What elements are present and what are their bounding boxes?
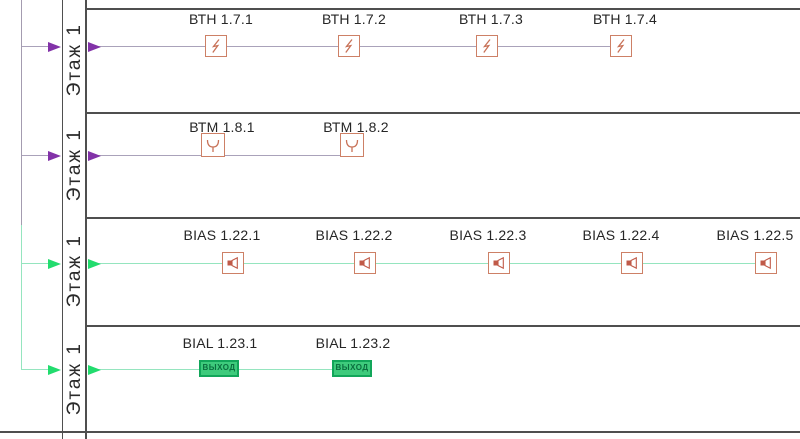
device-icon-vtn-172 xyxy=(338,35,360,57)
device-label-vtn-172: ВТН 1.7.2 xyxy=(322,11,386,27)
row-arrow-1 xyxy=(88,41,101,52)
speaker-icon xyxy=(359,256,370,270)
device-label-bias-1222: BIAS 1.22.2 xyxy=(315,227,393,243)
row-arrow-2 xyxy=(88,150,101,161)
device-icon-bias-1224 xyxy=(621,252,643,274)
branch-line-4 xyxy=(22,369,49,370)
device-icon-bias-1221 xyxy=(222,252,244,274)
exit-sign-text: ВЫХОД xyxy=(335,363,369,372)
speaker-icon xyxy=(227,256,238,270)
floor-label-3: Этаж 1 xyxy=(61,217,88,325)
device-icon-vtm-181 xyxy=(201,133,225,157)
floor-label-text: Этаж 1 xyxy=(63,127,85,202)
row-boundary-line xyxy=(87,217,800,219)
lightning-icon xyxy=(482,39,491,53)
branch-arrow-2 xyxy=(48,150,61,161)
row-line-1 xyxy=(96,46,632,47)
lightning-icon xyxy=(616,39,625,53)
device-icon-vtn-174 xyxy=(610,35,632,57)
row-line-2 xyxy=(96,155,364,156)
lightning-icon xyxy=(211,39,220,53)
exit-sign-bial-1232: ВЫХОД xyxy=(332,360,372,377)
y-sensor-icon xyxy=(206,139,220,152)
branch-arrow-1 xyxy=(48,41,61,52)
row-boundary-line xyxy=(87,8,800,10)
branch-line-1 xyxy=(22,46,49,47)
branch-line-2 xyxy=(22,155,49,156)
speaker-icon xyxy=(493,256,504,270)
floor-label-text: Этаж 1 xyxy=(63,341,85,416)
device-label-vtm-181: ВТМ 1.8.1 xyxy=(189,119,255,135)
device-icon-vtn-171 xyxy=(205,35,227,57)
speaker-icon xyxy=(760,256,771,270)
row-boundary-line xyxy=(0,431,800,433)
floor-label-2: Этаж 1 xyxy=(61,112,88,217)
device-label-bial-1232: BIAL 1.23.2 xyxy=(315,335,391,351)
device-label-vtn-173: ВТН 1.7.3 xyxy=(459,11,523,27)
y-sensor-icon xyxy=(345,139,359,152)
floor-column-right-border xyxy=(85,0,87,439)
floor-label-text: Этаж 1 xyxy=(63,23,85,97)
device-label-vtm-182: ВТМ 1.8.2 xyxy=(323,119,389,135)
row-boundary-line xyxy=(87,112,800,114)
speaker-icon xyxy=(626,256,637,270)
row-boundary-line xyxy=(87,325,800,327)
exit-sign-bial-1231: ВЫХОД xyxy=(199,360,239,377)
trunk-line-lower xyxy=(21,225,22,370)
device-label-vtn-174: ВТН 1.7.4 xyxy=(593,11,657,27)
row-line-3 xyxy=(96,263,777,264)
lightning-icon xyxy=(344,39,353,53)
device-icon-bias-1223 xyxy=(488,252,510,274)
device-icon-bias-1222 xyxy=(354,252,376,274)
device-label-bias-1225: BIAS 1.22.5 xyxy=(716,227,794,243)
device-label-vtn-171: ВТН 1.7.1 xyxy=(189,11,253,27)
floor-label-text: Этаж 1 xyxy=(63,234,85,308)
device-label-bias-1223: BIAS 1.22.3 xyxy=(449,227,527,243)
device-label-bias-1224: BIAS 1.22.4 xyxy=(582,227,660,243)
device-label-bial-1231: BIAL 1.23.1 xyxy=(182,335,258,351)
device-icon-vtm-182 xyxy=(340,133,364,157)
trunk-line-upper xyxy=(21,0,22,225)
row-arrow-4 xyxy=(88,364,101,375)
branch-arrow-4 xyxy=(48,364,61,375)
floor-label-4: Этаж 1 xyxy=(61,325,88,432)
device-label-bias-1221: BIAS 1.22.1 xyxy=(183,227,261,243)
exit-sign-text: ВЫХОД xyxy=(202,363,236,372)
device-icon-bias-1225 xyxy=(755,252,777,274)
floor-label-1: Этаж 1 xyxy=(61,8,88,112)
floor-column-left-border xyxy=(62,0,63,439)
branch-arrow-3 xyxy=(48,258,61,269)
row-arrow-3 xyxy=(88,258,101,269)
device-icon-vtn-173 xyxy=(476,35,498,57)
branch-line-3 xyxy=(22,263,49,264)
